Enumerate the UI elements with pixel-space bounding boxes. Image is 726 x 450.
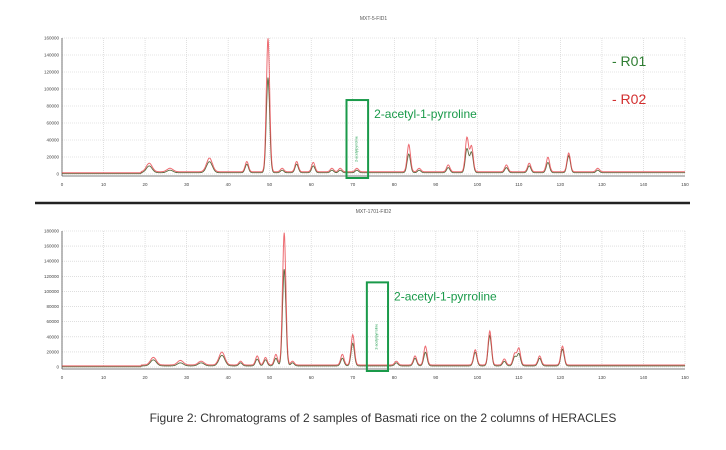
x-tick-label: 90 bbox=[433, 182, 439, 187]
x-tick-label: 40 bbox=[226, 182, 232, 187]
x-tick-label: 60 bbox=[309, 182, 315, 187]
annotation-box bbox=[365, 281, 390, 372]
y-tick-label: 80000 bbox=[46, 104, 59, 109]
legend-entry: - R02 bbox=[612, 91, 646, 107]
series-R01 bbox=[62, 269, 685, 368]
x-tick-label: 110 bbox=[515, 182, 523, 187]
y-tick-label: 40000 bbox=[46, 334, 59, 339]
chart-title: MXT-1701-FID2 bbox=[356, 209, 392, 215]
x-tick-label: 70 bbox=[350, 182, 356, 187]
x-tick-label: 120 bbox=[557, 375, 565, 380]
annotation-label: 2-acetyl-1-pyrroline bbox=[394, 289, 497, 303]
x-tick-label: 100 bbox=[474, 375, 482, 380]
annotation-box-label: 2-acetylpyrroline bbox=[374, 324, 378, 350]
chart-2: MXT-1701-FID2 0 20000 40000 60000 80000 100000… bbox=[44, 209, 689, 380]
x-tick-label: 150 bbox=[681, 375, 689, 380]
y-tick-label: 160000 bbox=[44, 36, 60, 41]
x-tick-label: 10 bbox=[101, 182, 107, 187]
y-tick-label: 140000 bbox=[44, 53, 60, 58]
legend-entry: - R01 bbox=[612, 53, 646, 69]
x-tick-label: 80 bbox=[392, 182, 398, 187]
y-tick-label: 0 bbox=[56, 172, 59, 177]
y-tick-label: 180000 bbox=[44, 229, 60, 234]
figure-caption: Figure 2: Chromatograms of 2 samples of … bbox=[149, 411, 617, 425]
x-tick-label: 100 bbox=[474, 182, 482, 187]
series-R02 bbox=[62, 232, 685, 367]
series-R02 bbox=[62, 38, 685, 174]
y-tick-label: 160000 bbox=[44, 244, 60, 249]
y-tick-label: 120000 bbox=[44, 70, 60, 75]
x-tick-label: 20 bbox=[143, 182, 149, 187]
x-tick-label: 50 bbox=[267, 375, 273, 380]
x-tick-label: 30 bbox=[184, 375, 190, 380]
y-tick-label: 60000 bbox=[46, 121, 59, 126]
annotation-box bbox=[345, 99, 370, 179]
x-tick-label: 140 bbox=[640, 182, 648, 187]
annotation-box-label: 2-acetylpyrroline bbox=[354, 136, 358, 162]
x-tick-label: 130 bbox=[598, 182, 606, 187]
x-tick-label: 110 bbox=[515, 375, 523, 380]
chart-1: MXT-5-FID1 0 20000 40000 60000 80000 100000 120… bbox=[44, 16, 689, 187]
annotation-label: 2-acetyl-1-pyrroline bbox=[374, 107, 477, 121]
y-tick-label: 0 bbox=[56, 365, 59, 370]
series-R01 bbox=[62, 77, 685, 175]
x-tick-label: 50 bbox=[267, 182, 273, 187]
x-tick-label: 90 bbox=[433, 375, 439, 380]
y-tick-label: 20000 bbox=[46, 349, 59, 354]
x-tick-label: 20 bbox=[143, 375, 149, 380]
x-tick-label: 140 bbox=[640, 375, 648, 380]
x-tick-label: 10 bbox=[101, 375, 107, 380]
y-tick-label: 40000 bbox=[46, 138, 59, 143]
x-tick-label: 30 bbox=[184, 182, 190, 187]
x-tick-label: 70 bbox=[350, 375, 356, 380]
y-tick-label: 140000 bbox=[44, 259, 60, 264]
y-tick-label: 60000 bbox=[46, 319, 59, 324]
x-tick-label: 80 bbox=[392, 375, 398, 380]
x-tick-label: 0 bbox=[61, 182, 64, 187]
chart-title: MXT-5-FID1 bbox=[360, 16, 387, 22]
x-tick-label: 60 bbox=[309, 375, 315, 380]
y-tick-label: 100000 bbox=[44, 289, 60, 294]
y-tick-label: 120000 bbox=[44, 274, 60, 279]
x-tick-label: 40 bbox=[226, 375, 232, 380]
x-tick-label: 130 bbox=[598, 375, 606, 380]
x-tick-label: 0 bbox=[61, 375, 64, 380]
x-tick-label: 150 bbox=[681, 182, 689, 187]
x-tick-label: 120 bbox=[557, 182, 565, 187]
y-tick-label: 100000 bbox=[44, 87, 60, 92]
y-tick-label: 20000 bbox=[46, 155, 59, 160]
y-tick-label: 80000 bbox=[46, 304, 59, 309]
